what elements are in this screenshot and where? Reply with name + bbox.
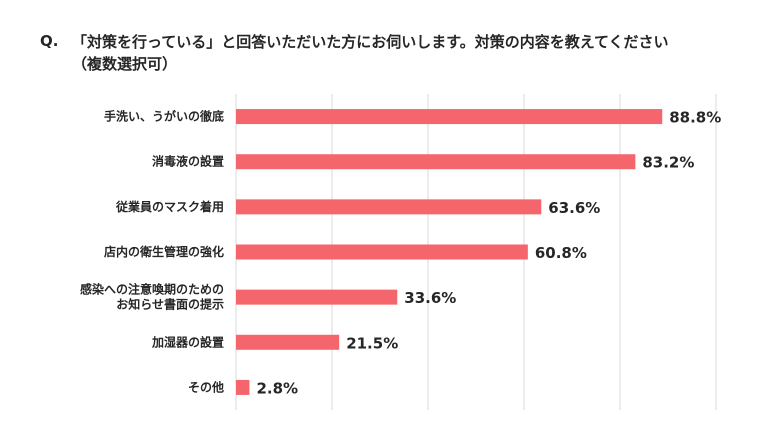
data-label: 88.8% <box>669 109 721 127</box>
category-label: その他 <box>188 379 224 394</box>
bar <box>236 109 663 125</box>
bar <box>236 244 528 260</box>
category-label: 従業員のマスク着用 <box>115 199 224 214</box>
data-label: 2.8% <box>256 379 298 397</box>
data-label: 60.8% <box>535 244 587 262</box>
category-label: 店内の衛生管理の強化 <box>104 244 224 259</box>
category-label: 手洗い、うがいの徹底 <box>104 109 224 124</box>
bar <box>236 379 250 395</box>
bar <box>236 154 636 170</box>
chart-subtitle: （複数選択可） <box>72 55 178 73</box>
bar <box>236 289 398 305</box>
data-label: 33.6% <box>404 289 456 307</box>
category-label: 加湿器の設置 <box>151 334 224 349</box>
question-prefix: Q. <box>40 32 59 50</box>
bar <box>236 334 340 350</box>
category-label: 感染への注意喚期のためのお知らせ書面の提示 <box>80 282 224 312</box>
data-label: 21.5% <box>346 334 398 352</box>
category-label: 消毒液の設置 <box>152 154 224 169</box>
chart-title: 「対策を行っている」と回答いただいた方にお伺いします。対策の内容を教えてください <box>72 33 669 51</box>
bar <box>236 199 542 215</box>
data-label: 63.6% <box>548 199 600 217</box>
data-label: 83.2% <box>642 154 694 172</box>
